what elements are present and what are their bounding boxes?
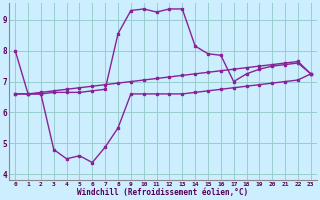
X-axis label: Windchill (Refroidissement éolien,°C): Windchill (Refroidissement éolien,°C)	[77, 188, 249, 197]
